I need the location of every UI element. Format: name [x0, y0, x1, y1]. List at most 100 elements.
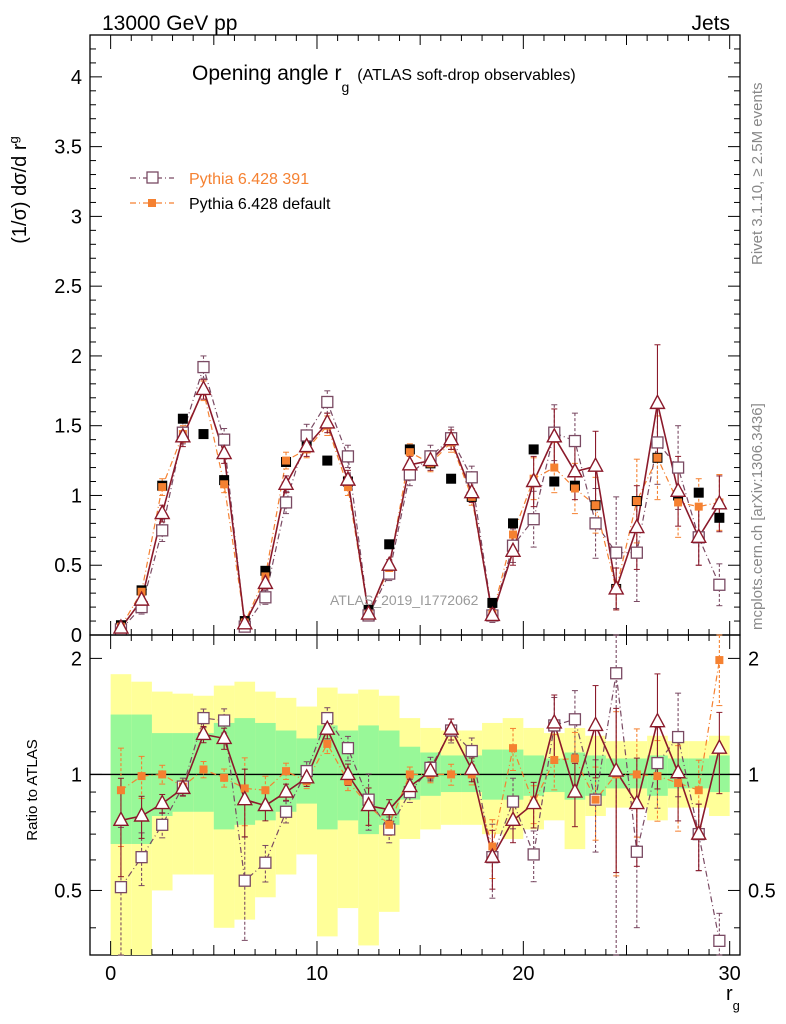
ratio-band-inner	[688, 758, 710, 789]
main-series-2-point	[570, 484, 579, 493]
main-series-2-point	[405, 448, 414, 457]
ratio-series-3-point	[112, 810, 130, 827]
ratio-series-3-point	[525, 794, 542, 810]
data-point	[198, 429, 209, 440]
ratio-series-3-point	[504, 810, 522, 827]
main-y-tick-label: 3.5	[54, 137, 82, 159]
main-series-1-point	[651, 436, 664, 449]
legend-marker-pythia-default	[148, 199, 156, 207]
main-series-1-point	[713, 578, 726, 591]
x-tick-label: 30	[719, 963, 741, 985]
ratio-series-2-point	[674, 779, 683, 788]
ratio-series-3-point	[566, 782, 584, 798]
main-y-axis-label: (1/σ) dσ/d rg	[6, 136, 31, 244]
ratio-series-3-point	[133, 806, 150, 822]
main-series-3-point	[669, 481, 687, 497]
header-left: 13000 GeV pp	[102, 12, 237, 35]
main-series-3-point	[463, 483, 480, 499]
ratio-y-tick-label-right: 1	[748, 764, 759, 786]
ratio-series-3-point	[174, 778, 192, 795]
main-series-1-point	[589, 517, 602, 530]
ratio-series-3-point	[236, 790, 253, 806]
main-series-3-point	[566, 462, 584, 478]
ratio-series-2-point	[323, 739, 332, 748]
ratio-series-2-point	[261, 786, 270, 795]
ratio-series-3-point	[401, 777, 419, 793]
ratio-series-2-point	[632, 770, 641, 779]
ratio-series-1-point	[568, 713, 582, 726]
main-series-3-point	[236, 614, 253, 630]
main-y-tick-label: 0	[71, 625, 82, 647]
main-series-3-point	[154, 504, 171, 520]
main-series-3-point	[133, 590, 150, 606]
ratio-panel: 0.5 0.51 12 20 10 20 30	[54, 634, 776, 985]
x-tick-label: 10	[306, 963, 328, 985]
main-y-tick-label: 3	[71, 206, 82, 228]
ratio-series-1-point	[465, 744, 478, 758]
main-axes: 0 0.5 1 1.5 2 2.5 3 3.5 4	[54, 35, 740, 647]
ratio-series-2-point	[715, 656, 724, 665]
legend-label-pythia-default: Pythia 6.428 default	[189, 196, 331, 213]
main-series-3-point	[546, 427, 563, 443]
ratio-series-2-point	[509, 744, 518, 753]
main-series-3-point	[484, 605, 501, 622]
main-series-2-point	[694, 502, 703, 511]
analysis-watermark: ATLAS_2019_I1772062	[330, 592, 479, 608]
ratio-series-3-point	[360, 796, 377, 812]
x-tick-label: 0	[105, 963, 116, 985]
main-series-2-point	[591, 501, 600, 510]
ratio-series-1-point	[630, 845, 643, 858]
main-panel-content	[112, 344, 728, 636]
ratio-series-3-point	[463, 759, 480, 776]
main-series-1-point	[279, 496, 293, 509]
data-point	[177, 413, 188, 424]
main-panel-frame	[89, 34, 741, 636]
ratio-band-inner	[255, 722, 276, 821]
plot-title: Opening angle rg (ATLAS soft-drop observa…	[192, 62, 576, 95]
ratio-series-3-point	[154, 794, 171, 810]
x-axis-label: rg	[726, 983, 740, 1013]
main-series-3-point	[628, 518, 645, 534]
ratio-series-1-point	[671, 730, 685, 744]
ratio-series-1-point	[135, 851, 148, 864]
main-y-tick-label: 2	[71, 346, 82, 368]
main-series-1-point	[156, 524, 169, 537]
main-series-3-point	[277, 474, 295, 491]
ratio-series-1-point	[527, 848, 540, 861]
main-series-3-point	[319, 413, 336, 429]
ratio-band-inner	[172, 733, 194, 812]
main-series-1-point	[527, 513, 540, 526]
ratio-y-tick-label-right: 2	[748, 648, 759, 670]
main-series-3-point	[195, 379, 212, 396]
ratio-series-1-point	[259, 856, 272, 869]
plot-title-detail: (ATLAS soft-drop observables)	[357, 67, 575, 84]
ratio-series-3-point	[257, 796, 274, 812]
ratio-series-3-point	[484, 847, 501, 863]
main-series-1-point	[197, 360, 210, 374]
ratio-y-axis-label: Ratio to ATLAS	[24, 739, 41, 840]
main-series-2-point	[632, 497, 641, 506]
main-series-3-point	[257, 573, 274, 590]
main-y-tick-label: 1	[71, 485, 82, 507]
ratio-series-3-point	[546, 713, 563, 729]
data-point	[549, 476, 560, 487]
main-series-3-point	[442, 430, 460, 446]
main-y-tick-label: 1.5	[54, 416, 82, 438]
x-tick-label: 20	[512, 963, 534, 985]
data-point	[384, 539, 395, 550]
ratio-series-1-line	[120, 673, 720, 941]
main-series-3-point	[174, 427, 192, 443]
ratio-series-1-point	[217, 714, 231, 727]
main-series-3-point	[504, 541, 522, 557]
ratio-series-2-point	[694, 786, 703, 795]
data-point	[487, 597, 498, 608]
ratio-series-3-point	[215, 728, 233, 745]
main-series-1-line	[120, 365, 720, 630]
data-point	[508, 518, 519, 529]
ratio-series-2-point	[116, 786, 125, 795]
ratio-series-3-point	[339, 764, 357, 781]
ratio-series-2-point	[653, 772, 662, 781]
main-series-3-point	[422, 451, 439, 467]
main-series-1-point	[671, 461, 685, 474]
